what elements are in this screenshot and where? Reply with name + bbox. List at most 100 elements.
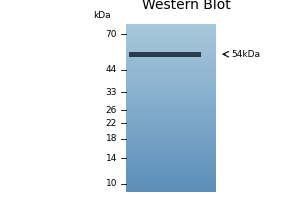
- Bar: [126, 122, 216, 123]
- Text: 70: 70: [106, 30, 117, 39]
- Bar: [126, 177, 216, 178]
- Bar: [126, 71, 216, 72]
- Bar: [126, 107, 216, 108]
- Bar: [126, 93, 216, 94]
- Bar: [126, 176, 216, 177]
- Bar: [126, 116, 216, 117]
- Bar: [126, 90, 216, 91]
- Bar: [126, 88, 216, 89]
- Bar: [126, 85, 216, 86]
- Bar: [126, 153, 216, 154]
- Bar: [126, 115, 216, 116]
- Bar: [126, 127, 216, 128]
- Bar: [126, 106, 216, 107]
- Bar: [126, 188, 216, 189]
- Bar: [126, 76, 216, 77]
- Bar: [126, 167, 216, 168]
- Bar: [126, 124, 216, 125]
- Bar: [126, 38, 216, 39]
- Bar: [126, 158, 216, 159]
- Bar: [126, 94, 216, 95]
- Bar: [126, 143, 216, 144]
- Bar: [126, 44, 216, 45]
- Bar: [126, 61, 216, 62]
- Bar: [126, 142, 216, 143]
- Bar: [126, 174, 216, 175]
- Bar: [126, 28, 216, 29]
- Bar: [126, 82, 216, 83]
- Bar: [126, 42, 216, 43]
- Bar: [126, 186, 216, 187]
- Bar: [126, 73, 216, 74]
- Bar: [126, 66, 216, 67]
- Bar: [126, 108, 216, 109]
- Bar: [126, 111, 216, 112]
- Bar: [126, 25, 216, 26]
- Bar: [126, 43, 216, 44]
- Bar: [126, 40, 216, 41]
- Bar: [126, 112, 216, 113]
- Bar: [126, 81, 216, 82]
- Bar: [126, 48, 216, 49]
- Bar: [126, 103, 216, 104]
- Bar: [126, 131, 216, 132]
- Bar: [126, 126, 216, 127]
- Bar: [126, 187, 216, 188]
- Bar: [126, 146, 216, 147]
- Bar: [126, 65, 216, 66]
- Bar: [126, 137, 216, 138]
- Bar: [126, 182, 216, 183]
- Bar: [126, 152, 216, 153]
- Bar: [126, 98, 216, 99]
- Bar: [126, 184, 216, 185]
- Bar: [126, 74, 216, 75]
- Bar: [126, 68, 216, 69]
- Bar: [126, 130, 216, 131]
- Bar: [126, 155, 216, 156]
- Bar: [126, 41, 216, 42]
- Bar: [126, 170, 216, 171]
- Bar: [126, 180, 216, 181]
- Bar: [126, 58, 216, 59]
- Bar: [126, 159, 216, 160]
- Bar: [126, 89, 216, 90]
- Bar: [126, 157, 216, 158]
- Bar: [126, 51, 216, 52]
- Bar: [126, 57, 216, 58]
- Bar: [126, 190, 216, 191]
- Bar: [126, 69, 216, 70]
- Bar: [126, 179, 216, 180]
- Bar: [126, 37, 216, 38]
- Bar: [126, 62, 216, 63]
- Bar: [126, 145, 216, 146]
- Bar: [126, 95, 216, 96]
- Bar: [126, 175, 216, 176]
- Text: 54kDa: 54kDa: [231, 50, 260, 59]
- Bar: [126, 150, 216, 151]
- Bar: [126, 136, 216, 137]
- Bar: [126, 120, 216, 121]
- Bar: [126, 84, 216, 85]
- Bar: [126, 161, 216, 162]
- Bar: [126, 30, 216, 31]
- Bar: [126, 99, 216, 100]
- Text: 22: 22: [106, 119, 117, 128]
- Bar: [126, 33, 216, 34]
- Bar: [126, 72, 216, 73]
- Bar: [126, 79, 216, 80]
- Bar: [126, 104, 216, 105]
- Text: kDa: kDa: [93, 11, 111, 21]
- Bar: [126, 149, 216, 150]
- Bar: [126, 154, 216, 155]
- Bar: [126, 125, 216, 126]
- Bar: [126, 50, 216, 51]
- Bar: [126, 171, 216, 172]
- Bar: [126, 191, 216, 192]
- Bar: [126, 141, 216, 142]
- Bar: [126, 56, 216, 57]
- Text: 33: 33: [106, 88, 117, 97]
- Bar: [126, 83, 216, 84]
- Bar: [126, 160, 216, 161]
- Bar: [126, 31, 216, 32]
- Bar: [126, 117, 216, 118]
